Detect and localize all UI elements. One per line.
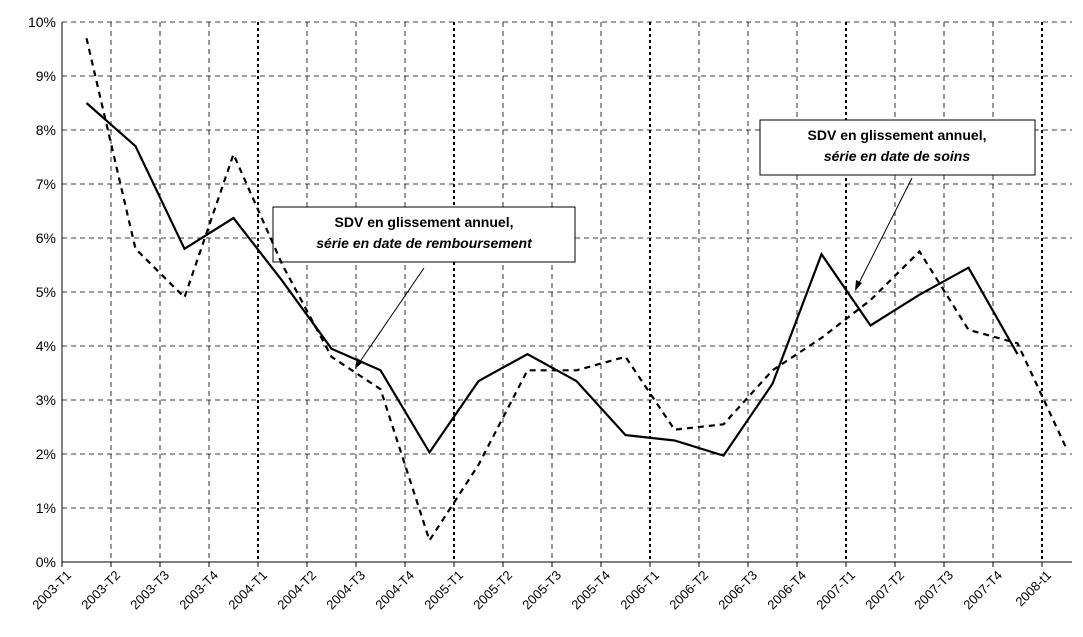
y-tick-label: 5%: [36, 284, 56, 300]
x-tick-label: 2006-T3: [715, 568, 760, 613]
x-tick-label: 2005-T3: [519, 568, 564, 613]
annotation-box: [759, 119, 1036, 176]
y-tick-label: 7%: [36, 176, 56, 192]
x-tick-label: 2008-t1: [1012, 568, 1054, 610]
x-tick-label: 2003-T2: [78, 568, 123, 613]
x-tick-label: 2004-T4: [372, 568, 417, 613]
series-line: [85, 37, 1068, 543]
arrow-head: [855, 280, 862, 291]
x-tick-label: 2005-T2: [470, 568, 515, 613]
series-line: [85, 102, 1019, 457]
x-tick-label: 2005-T4: [568, 568, 613, 613]
x-tick-label: 2003-T1: [29, 568, 74, 613]
x-tick-label: 2006-T4: [764, 568, 809, 613]
y-tick-label: 6%: [36, 230, 56, 246]
x-tick-label: 2007-T4: [960, 568, 1005, 613]
y-tick-label: 9%: [36, 68, 56, 84]
x-tick-label: 2004-T3: [323, 568, 368, 613]
x-tick-label: 2007-T3: [911, 568, 956, 613]
y-tick-label: 4%: [36, 338, 56, 354]
annotation-box: [272, 206, 576, 263]
x-tick-label: 2006-T2: [666, 568, 711, 613]
y-tick-label: 1%: [36, 500, 56, 516]
y-tick-label: 8%: [36, 122, 56, 138]
x-tick-label: 2003-T3: [127, 568, 172, 613]
y-tick-label: 3%: [36, 392, 56, 408]
y-tick-label: 10%: [28, 14, 56, 30]
annotation-arrow: [856, 177, 913, 288]
annotation: SDV en glissement annuel,: [808, 127, 987, 143]
x-tick-label: 2006-T1: [617, 568, 662, 613]
annotation-arrow: [356, 267, 425, 367]
annotation: série en date de soins: [824, 148, 970, 164]
annotation: série en date de remboursement: [316, 235, 533, 251]
y-tick-label: 2%: [36, 446, 56, 462]
y-tick-label: 0%: [36, 554, 56, 570]
x-tick-label: 2007-T2: [862, 568, 907, 613]
x-tick-label: 2004-T2: [274, 568, 319, 613]
x-tick-label: 2004-T1: [225, 568, 270, 613]
x-tick-label: 2003-T4: [176, 568, 221, 613]
annotation: SDV en glissement annuel,: [335, 214, 514, 230]
x-tick-label: 2007-T1: [813, 568, 858, 613]
x-tick-label: 2005-T1: [421, 568, 466, 613]
